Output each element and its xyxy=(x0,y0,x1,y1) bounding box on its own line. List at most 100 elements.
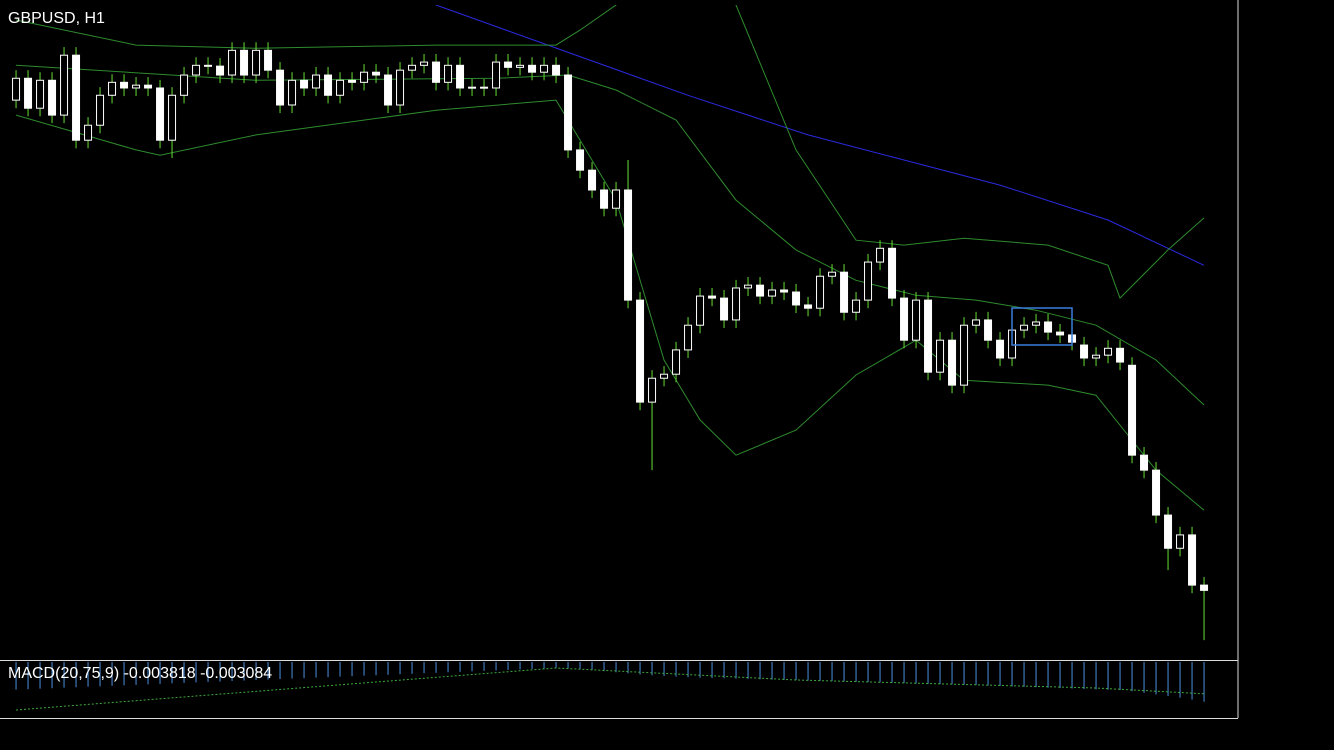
candle-body xyxy=(996,339,1005,359)
candle-body xyxy=(216,65,225,76)
candle-body xyxy=(288,79,297,106)
chart-title: GBPUSD, H1 xyxy=(8,10,105,27)
candle-body xyxy=(300,79,309,89)
candle-body xyxy=(1176,534,1185,549)
candle-body xyxy=(876,247,885,263)
candle-body xyxy=(408,64,417,71)
selection-box xyxy=(1011,307,1073,346)
candle-body xyxy=(252,49,261,76)
candle-body xyxy=(744,284,753,289)
candle-body xyxy=(36,79,45,109)
candle-body xyxy=(1116,347,1125,363)
candle-body xyxy=(456,64,465,89)
candle-body xyxy=(84,124,93,141)
candle-body xyxy=(696,295,705,326)
candle-body xyxy=(228,49,237,76)
candle-body xyxy=(1152,469,1161,516)
candle-body xyxy=(852,299,861,313)
indicator-line xyxy=(15,99,1205,511)
candle-body xyxy=(792,291,801,306)
candle-body xyxy=(132,84,141,89)
candle-body xyxy=(360,71,369,83)
candle-body xyxy=(108,81,117,96)
candle-body xyxy=(1020,324,1029,331)
candle-body xyxy=(1080,344,1089,359)
candle-body xyxy=(492,61,501,89)
candle-body xyxy=(864,261,873,301)
candle-body xyxy=(168,94,177,141)
candle-body xyxy=(516,64,525,68)
candle-body xyxy=(12,77,21,101)
candle-body xyxy=(240,49,249,76)
candle-body xyxy=(24,77,33,109)
candle-body xyxy=(600,189,609,209)
candle-body xyxy=(972,319,981,326)
candle-body xyxy=(780,289,789,293)
candle-body xyxy=(888,247,897,299)
candle-body xyxy=(528,64,537,73)
candle-body xyxy=(1044,321,1053,333)
candle-body xyxy=(540,64,549,73)
candle-body xyxy=(840,271,849,313)
candle-body xyxy=(480,86,489,89)
candle-body xyxy=(900,297,909,341)
candle-body xyxy=(1128,364,1137,456)
candle-body xyxy=(816,275,825,309)
candle-body xyxy=(504,61,513,68)
candle-body xyxy=(552,64,561,76)
candle-body xyxy=(1032,321,1041,326)
candle-body xyxy=(636,299,645,403)
axes-layer: GBPUSD, H1 MACD(20,75,9) -0.003818 -0.00… xyxy=(0,0,1239,719)
indicator-line xyxy=(435,5,1205,266)
candle-body xyxy=(48,79,57,116)
candle-body xyxy=(984,319,993,341)
candle-body xyxy=(96,94,105,126)
candle-body xyxy=(144,84,153,89)
candle-body xyxy=(180,74,189,96)
candle-body xyxy=(1200,584,1209,591)
candle-body xyxy=(672,349,681,375)
indicator-line xyxy=(15,5,1205,300)
candle-body xyxy=(924,299,933,373)
candle-body xyxy=(1140,454,1149,471)
macd-signal xyxy=(15,667,1205,711)
candle-body xyxy=(828,271,837,277)
candle-body xyxy=(612,189,621,209)
candle-body xyxy=(120,81,129,89)
candle-body xyxy=(420,61,429,66)
candle-body xyxy=(1164,514,1173,549)
candle-body xyxy=(192,64,201,76)
candle-body xyxy=(372,71,381,76)
candle-body xyxy=(660,373,669,379)
candle-body xyxy=(960,324,969,386)
candle-body xyxy=(624,189,633,301)
candle-body xyxy=(468,86,477,89)
candle-body xyxy=(1104,347,1113,356)
candle-body xyxy=(732,287,741,321)
candle-body xyxy=(936,339,945,373)
candle-body xyxy=(1188,534,1197,586)
candle-body xyxy=(648,377,657,403)
candle-body xyxy=(444,64,453,83)
macd-label: MACD(20,75,9) -0.003818 -0.003084 xyxy=(8,665,272,682)
candle-body xyxy=(564,74,573,151)
candle-body xyxy=(156,87,165,141)
candle-body xyxy=(948,339,957,386)
candle-body xyxy=(768,289,777,297)
candle-body xyxy=(276,69,285,106)
candle-body xyxy=(384,74,393,106)
candle-body xyxy=(264,49,273,71)
candle-body xyxy=(204,64,213,67)
candle-body xyxy=(1092,354,1101,359)
candle-body xyxy=(72,54,81,141)
candle-body xyxy=(348,79,357,83)
candle-body xyxy=(312,74,321,89)
candle-body xyxy=(324,74,333,96)
candle-body xyxy=(576,149,585,171)
candle-body xyxy=(60,54,69,116)
candle-body xyxy=(708,295,717,299)
candle-body xyxy=(588,169,597,191)
candle-body xyxy=(912,299,921,341)
